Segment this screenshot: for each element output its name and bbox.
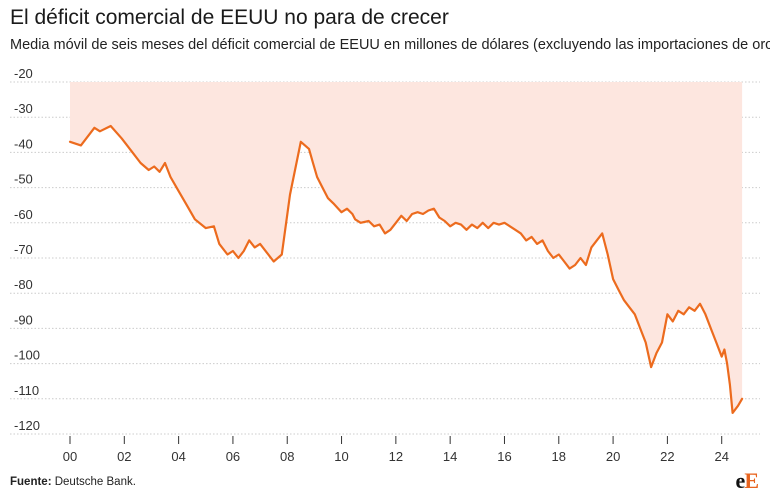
logo-accent-letter: E (744, 468, 759, 493)
area-fill (70, 82, 743, 413)
x-tick-label: 12 (389, 449, 403, 464)
source-label: Fuente: (10, 476, 52, 488)
x-tick-label: 20 (606, 449, 620, 464)
y-axis-ticks: -20 -30 -40 -50 -60 -70 -80 -90 -100 -110 -120 (14, 66, 40, 433)
x-tick-label: 10 (334, 449, 348, 464)
x-tick-label: 22 (660, 449, 674, 464)
source-text: Deutsche Bank. (54, 476, 136, 488)
x-axis-ticks: 00 02 04 06 08 10 12 14 16 18 20 22 24 (63, 436, 729, 464)
deficit-area-fill (70, 82, 743, 413)
y-tick-label: -40 (14, 136, 33, 151)
series-line-layer (68, 124, 744, 414)
y-tick-label: -100 (14, 348, 40, 363)
y-tick-label: -20 (14, 66, 33, 81)
y-tick-label: -110 (14, 383, 39, 398)
x-tick-label: 02 (117, 449, 131, 464)
y-tick-label: -90 (14, 312, 33, 327)
y-tick-label: -120 (14, 418, 40, 433)
x-tick-label: 08 (280, 449, 294, 464)
chart-title: El déficit comercial de EEUU no para de … (10, 6, 449, 29)
logo-letter: e (735, 468, 746, 493)
x-tick-label: 06 (226, 449, 240, 464)
x-tick-label: 00 (63, 449, 77, 464)
x-tick-label: 14 (443, 449, 457, 464)
y-tick-label: -60 (14, 207, 33, 222)
y-tick-label: -80 (14, 277, 33, 292)
source-note: Fuente: Deutsche Bank. (10, 476, 136, 488)
x-tick-label: 16 (497, 449, 511, 464)
publisher-logo: eE (735, 468, 759, 494)
chart-subtitle: Media móvil de seis meses del déficit co… (10, 37, 770, 53)
x-tick-label: 18 (552, 449, 566, 464)
x-tick-label: 24 (714, 449, 728, 464)
x-tick-label: 04 (171, 449, 185, 464)
y-tick-label: -50 (14, 172, 33, 187)
y-tick-label: -70 (14, 242, 33, 257)
series-line (68, 124, 744, 414)
y-tick-label: -30 (14, 101, 33, 116)
